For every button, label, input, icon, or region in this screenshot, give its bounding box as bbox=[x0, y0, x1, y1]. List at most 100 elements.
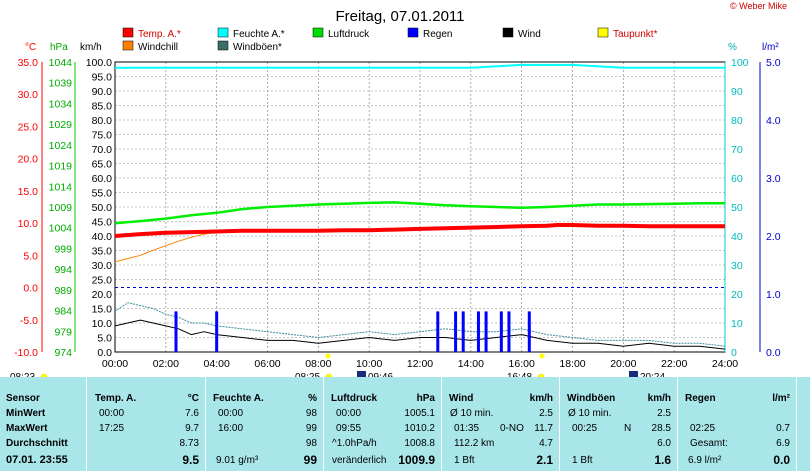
wind-tick-label: 30.0 bbox=[92, 260, 113, 272]
pressure-tick-label: 974 bbox=[54, 347, 72, 359]
pressure-current-value: 1009.9 bbox=[398, 453, 435, 468]
legend-swatch bbox=[218, 41, 228, 50]
wind-tick-label: 10.0 bbox=[92, 318, 113, 330]
humidity-tick-label: 90 bbox=[731, 86, 743, 98]
rain-tick-label: 2.0 bbox=[766, 231, 781, 243]
rain-tick-label: 5.0 bbox=[766, 57, 781, 69]
row-label-avg: Durchschnitt bbox=[6, 436, 68, 451]
temp-header: Temp. A. bbox=[95, 391, 136, 406]
pressure-tick-label: 1009 bbox=[49, 202, 73, 214]
x-tick-label: 20:00 bbox=[610, 358, 636, 370]
wind-tick-label: 35.0 bbox=[92, 246, 113, 258]
rain-total-value: 6.9 bbox=[776, 436, 790, 451]
wind-tick-label: 50.0 bbox=[92, 202, 113, 214]
sunset-tick-icon bbox=[540, 354, 545, 359]
wind-tick-label: 40.0 bbox=[92, 231, 113, 243]
wind-tick-label: 85.0 bbox=[92, 101, 113, 113]
temp-tick-label: 0.0 bbox=[23, 283, 38, 295]
x-tick-label: 00:00 bbox=[102, 358, 128, 370]
gust-current-value: 1.6 bbox=[654, 453, 671, 468]
humidity-header: Feuchte A. bbox=[213, 391, 264, 406]
wind-tick-label: 75.0 bbox=[92, 130, 113, 142]
wind-max-direction: 0-NO bbox=[500, 421, 524, 436]
rain-column: Regen l/m² 02:25 0.7 Gesamt: 6.9 6.9 l/m² 0.… bbox=[678, 377, 797, 471]
x-tick-label: 04:00 bbox=[204, 358, 230, 370]
temp-max-time: 17:25 bbox=[99, 421, 124, 436]
wind-avg-value: 4.7 bbox=[539, 436, 553, 451]
temp-tick-label: 10.0 bbox=[18, 218, 39, 230]
wind-tick-label: 15.0 bbox=[92, 304, 113, 316]
wind-distance: 112.2 km bbox=[454, 436, 494, 451]
temp-tick-label: -5.0 bbox=[20, 315, 38, 327]
gust-unit: km/h bbox=[648, 391, 671, 406]
legend-swatch bbox=[123, 28, 133, 37]
rain-bar bbox=[462, 311, 465, 352]
humidity-absolute: 9.01 g/m³ bbox=[216, 453, 258, 468]
rain-bar bbox=[436, 311, 439, 352]
wind-tick-label: 55.0 bbox=[92, 188, 113, 200]
pressure-min-time: 00:00 bbox=[336, 406, 361, 421]
x-tick-label: 16:00 bbox=[509, 358, 535, 370]
legend-label: Windböen* bbox=[233, 42, 282, 53]
weather-chart: Freitag, 07.01.2011 Temp. A.* Feuchte A.* L… bbox=[0, 0, 810, 377]
pressure-tick-label: 1034 bbox=[49, 98, 73, 110]
x-tick-label: 06:00 bbox=[254, 358, 280, 370]
humidity-column: Feuchte A.% 00:00 98 16:00 99 98 9.01 g/m³… bbox=[206, 377, 324, 471]
rain-header: Regen bbox=[685, 391, 716, 406]
x-tick-label: 18:00 bbox=[559, 358, 585, 370]
humidity-tick-label: 70 bbox=[731, 144, 743, 156]
sensor-column: Sensor MinWert MaxWert Durchschnitt 07.0… bbox=[0, 377, 87, 471]
legend-label: Regen bbox=[423, 29, 452, 40]
wind-tick-label: 80.0 bbox=[92, 115, 113, 127]
legend-swatch bbox=[218, 28, 228, 37]
wind-unit: km/h bbox=[530, 391, 553, 406]
pressure-header: Luftdruck bbox=[331, 391, 377, 406]
legend-swatch bbox=[598, 28, 608, 37]
humidity-tick-label: 20 bbox=[731, 289, 743, 301]
sensor-header: Sensor bbox=[6, 391, 40, 406]
legend-swatch bbox=[123, 41, 133, 50]
legend-label: Luftdruck bbox=[328, 29, 370, 40]
x-tick-label: 08:00 bbox=[305, 358, 331, 370]
pressure-tick-label: 1014 bbox=[49, 181, 73, 193]
temp-tick-label: 35.0 bbox=[18, 57, 39, 69]
wind-tick-label: 70.0 bbox=[92, 144, 113, 156]
humidity-max-value: 99 bbox=[306, 421, 317, 436]
pressure-tick-label: 989 bbox=[54, 285, 72, 297]
pressure-tick-label: 1039 bbox=[49, 78, 73, 90]
legend-label: Taupunkt* bbox=[613, 29, 658, 40]
rain-today: 6.9 l/m² bbox=[688, 453, 721, 468]
wind-column: Wind km/h Ø 10 min. 2.5 01:35 0-NO 11.7 112.… bbox=[442, 377, 560, 471]
legend-label: Windchill bbox=[138, 42, 178, 53]
x-tick-label: 10:00 bbox=[356, 358, 382, 370]
gust-min-label: Ø 10 min. bbox=[568, 406, 611, 421]
rain-tick-label: 3.0 bbox=[766, 173, 781, 185]
wind-tick-label: 60.0 bbox=[92, 173, 113, 185]
rain-max-time: 02:25 bbox=[690, 421, 715, 436]
wind-current-value: 2.1 bbox=[536, 453, 553, 468]
wind-tick-label: 20.0 bbox=[92, 289, 113, 301]
humidity-current-value: 99 bbox=[304, 453, 317, 468]
wind-tick-label: 25.0 bbox=[92, 275, 113, 287]
row-label-min: MinWert bbox=[6, 406, 45, 421]
humidity-tick-label: 100 bbox=[731, 57, 749, 69]
pressure-tick-label: 979 bbox=[54, 326, 72, 338]
pressure-tick-label: 1024 bbox=[49, 140, 73, 152]
temp-column: Temp. A. °C 00:00 7.6 17:25 9.7 8.73 9.5 bbox=[87, 377, 206, 471]
humidity-min-time: 00:00 bbox=[218, 406, 243, 421]
pressure-tick-label: 1044 bbox=[49, 57, 73, 69]
wind-min-value: 2.5 bbox=[539, 406, 553, 421]
rain-tick-label: 1.0 bbox=[766, 289, 781, 301]
pressure-trend: ^1.0hPa/h bbox=[332, 436, 377, 451]
pressure-tick-label: 1004 bbox=[49, 223, 73, 235]
legend-swatch bbox=[503, 28, 513, 37]
rain-bar bbox=[500, 311, 503, 352]
temp-tick-label: 30.0 bbox=[18, 89, 39, 101]
rain-bar bbox=[507, 311, 510, 352]
gust-max-time: 00:25 bbox=[572, 421, 597, 436]
axis-unit-label: hPa bbox=[50, 42, 68, 53]
rain-bar bbox=[477, 311, 480, 352]
rain-max-value: 0.7 bbox=[776, 421, 790, 436]
pressure-tendency: veränderlich bbox=[332, 453, 386, 468]
humidity-avg-value: 98 bbox=[306, 436, 317, 451]
